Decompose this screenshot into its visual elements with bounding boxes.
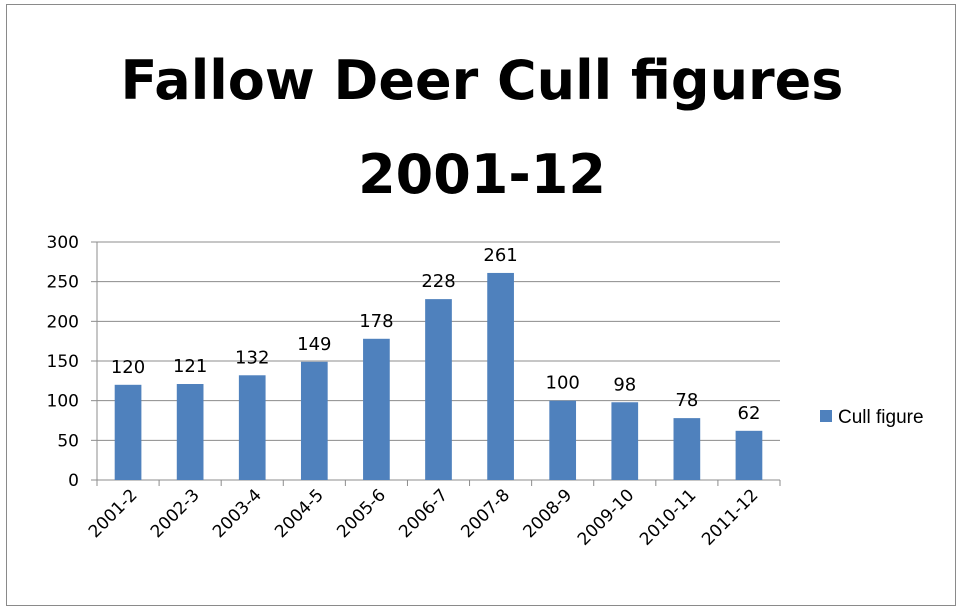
x-tick-label: 2006-7 xyxy=(395,485,452,542)
bar xyxy=(611,402,639,480)
bar xyxy=(114,384,142,480)
x-tick-label: 2001-2 xyxy=(85,485,142,542)
bar xyxy=(549,400,577,480)
chart-title-line-1: Fallow Deer Cull figures xyxy=(120,49,844,112)
x-tick-label: 2008-9 xyxy=(519,485,576,542)
bars xyxy=(114,272,763,480)
bar xyxy=(673,418,701,480)
data-label: 121 xyxy=(173,356,207,377)
bar xyxy=(300,361,328,480)
y-tick-label: 100 xyxy=(47,392,79,412)
data-label: 261 xyxy=(483,245,517,266)
bar xyxy=(176,384,204,480)
legend-label: Cull figure xyxy=(838,407,924,428)
data-label: 78 xyxy=(675,390,698,411)
data-label: 62 xyxy=(738,403,761,424)
y-tick-label: 200 xyxy=(47,312,79,332)
y-tick-label: 0 xyxy=(68,471,79,491)
y-tick-label: 250 xyxy=(47,273,79,293)
data-label: 100 xyxy=(546,373,580,394)
y-tick-label: 300 xyxy=(47,233,79,253)
x-tick-label: 2004-5 xyxy=(271,485,328,542)
bar xyxy=(425,299,452,480)
data-labels: 120 121 132 149 178 228 261 100 98 78 62 xyxy=(111,245,761,424)
legend-swatch xyxy=(820,410,832,422)
y-tick-label: 150 xyxy=(47,352,79,372)
bar xyxy=(735,430,763,480)
x-tick-label: 2005-6 xyxy=(333,485,390,542)
legend: Cull figure xyxy=(820,407,924,428)
y-tick-labels: 0 50 100 150 200 250 300 xyxy=(47,233,97,491)
x-tick-label: 2002-3 xyxy=(147,485,204,542)
x-tick-label: 2010-11 xyxy=(636,485,700,549)
x-tick-label: 2007-8 xyxy=(457,485,514,542)
bar xyxy=(238,375,266,480)
chart-title-line-2: 2001-12 xyxy=(358,143,606,206)
x-tick-label: 2009-10 xyxy=(574,485,638,549)
data-label: 120 xyxy=(111,357,145,378)
chart-title: Fallow Deer Cull figures 2001-12 xyxy=(0,34,964,222)
data-label: 98 xyxy=(613,374,636,395)
chart-frame xyxy=(6,4,956,606)
data-label: 178 xyxy=(359,311,393,332)
x-tick-label: 2003-4 xyxy=(209,485,266,542)
x-tick-labels: 2001-2 2002-3 2003-4 2004-5 2005-6 2006-7 2007… xyxy=(85,485,763,549)
data-label: 132 xyxy=(235,347,269,368)
bar xyxy=(363,338,390,480)
data-label: 228 xyxy=(421,271,455,292)
data-label: 149 xyxy=(297,334,331,355)
y-tick-label: 50 xyxy=(57,431,79,451)
x-tick-label: 2011-12 xyxy=(698,485,762,549)
bar xyxy=(487,272,514,480)
